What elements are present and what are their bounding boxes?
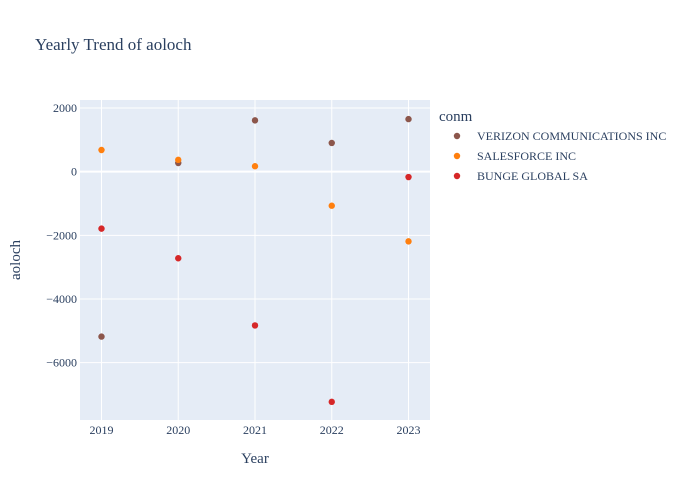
data-point-2[interactable]: [98, 146, 105, 154]
data-point-1[interactable]: [251, 117, 259, 124]
legend-label[interactable]: BUNGE GLOBAL SA: [477, 169, 588, 183]
data-point-3[interactable]: [328, 398, 335, 406]
data-point-3[interactable]: [251, 322, 259, 329]
y-tick-label: 2000: [53, 101, 77, 115]
data-point-2[interactable]: [328, 202, 335, 209]
y-tick-label: 0: [71, 165, 77, 179]
x-tick-label: 2020: [166, 423, 190, 437]
legend-label[interactable]: SALESFORCE INC: [477, 149, 576, 163]
legend: conm VERIZON COMMUNICATIONS INC SALESFORC…: [439, 109, 666, 183]
y-axis-title: aoloch: [8, 240, 24, 280]
legend-marker[interactable]: [453, 172, 461, 180]
legend-marker[interactable]: [453, 132, 461, 140]
data-point-3[interactable]: [405, 173, 412, 181]
y-tick-label: −6000: [46, 356, 77, 370]
y-axis-ticks: 2000 0 −2000 −4000 −6000: [46, 101, 77, 370]
chart-title: Yearly Trend of aoloch: [35, 35, 192, 54]
x-tick-label: 2019: [89, 423, 113, 437]
x-tick-label: 2023: [397, 423, 421, 437]
x-axis-ticks: 2019 2020 2021 2022 2023: [89, 423, 420, 437]
legend-marker[interactable]: [453, 152, 461, 160]
data-point-2[interactable]: [175, 156, 182, 164]
y-tick-label: −4000: [46, 292, 77, 306]
y-tick-label: −2000: [46, 228, 77, 242]
x-tick-label: 2021: [243, 423, 267, 437]
data-point-1[interactable]: [98, 333, 105, 340]
data-point-3[interactable]: [98, 225, 105, 232]
x-tick-label: 2022: [320, 423, 344, 437]
legend-items: VERIZON COMMUNICATIONS INC SALESFORCE INC…: [453, 129, 666, 183]
x-axis-title: Year: [241, 451, 269, 467]
legend-title: conm: [439, 109, 473, 125]
legend-label[interactable]: VERIZON COMMUNICATIONS INC: [477, 129, 666, 143]
data-point-2[interactable]: [251, 163, 259, 170]
data-point-1[interactable]: [328, 139, 335, 147]
data-point-1[interactable]: [405, 115, 412, 123]
data-point-3[interactable]: [175, 255, 182, 262]
data-point-2[interactable]: [405, 238, 412, 245]
data-points: [98, 115, 412, 406]
